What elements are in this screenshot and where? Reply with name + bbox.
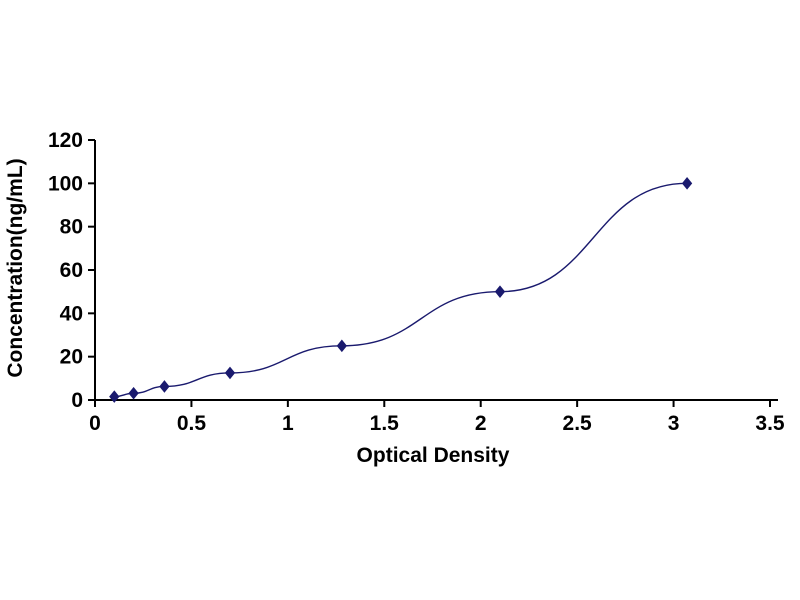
axis-tick-labels: 0 0.5 1 1.5 2 2.5 3 3.5 0 20 40 60 80 100 120: [48, 129, 785, 435]
data-point-marker: [336, 339, 348, 353]
y-tick-label: 20: [60, 346, 83, 369]
data-point-marker: [109, 390, 120, 403]
y-axis-label: Concentration(ng/mL): [4, 158, 27, 377]
x-tick-label: 1: [282, 412, 294, 435]
x-axis-label: Optical Density: [357, 444, 510, 467]
x-tick-label: 2.5: [563, 412, 593, 435]
x-tick-label: 0: [89, 412, 101, 435]
curve-line: [114, 182, 688, 398]
data-series: [109, 177, 693, 403]
data-point-marker: [128, 386, 139, 400]
data-point-marker: [681, 177, 693, 190]
y-tick-label: 100: [48, 172, 83, 195]
y-tick-label: 0: [71, 389, 83, 412]
x-tick-label: 3: [668, 412, 680, 435]
data-point-marker: [159, 380, 170, 393]
data-point-marker: [494, 285, 506, 298]
x-tick-label: 0.5: [177, 412, 207, 435]
axis-ticks: [88, 139, 771, 407]
axes: [94, 140, 778, 401]
y-tick-label: 80: [60, 216, 83, 239]
y-tick-label: 60: [60, 259, 83, 282]
x-tick-label: 3.5: [755, 412, 785, 435]
x-tick-label: 1.5: [370, 412, 400, 435]
data-point-marker: [224, 366, 236, 380]
y-tick-label: 40: [60, 302, 83, 325]
y-tick-label: 120: [48, 129, 83, 152]
x-tick-label: 2: [475, 412, 487, 435]
